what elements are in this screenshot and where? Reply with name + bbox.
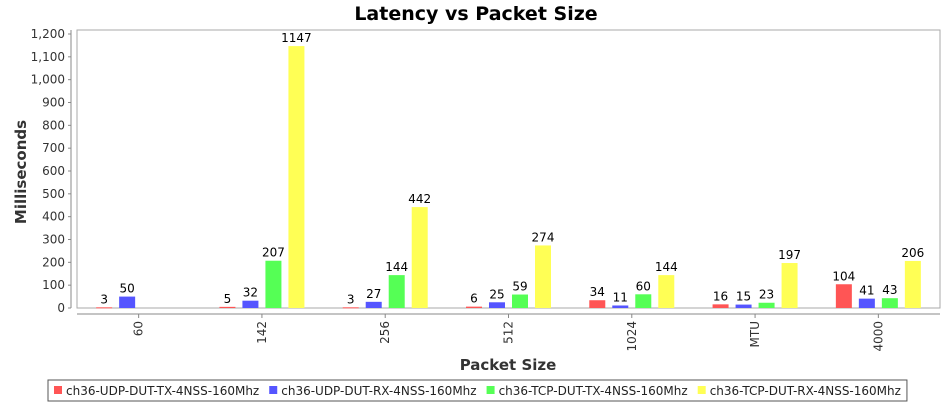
legend-item: ch36-TCP-DUT-TX-4NSS-160Mhz bbox=[486, 384, 688, 398]
data-label: 59 bbox=[512, 280, 527, 294]
data-label: 5 bbox=[224, 292, 232, 306]
data-label: 274 bbox=[532, 230, 555, 244]
x-tick-label: 142 bbox=[255, 321, 269, 344]
y-tick-label: 600 bbox=[42, 164, 65, 178]
legend-swatch bbox=[269, 386, 278, 394]
data-label: 23 bbox=[759, 288, 774, 302]
bar bbox=[512, 294, 528, 308]
data-label: 144 bbox=[655, 260, 678, 274]
bar bbox=[96, 307, 113, 309]
bar bbox=[466, 306, 482, 308]
bar bbox=[758, 302, 775, 308]
data-label: 25 bbox=[489, 287, 504, 301]
bar bbox=[781, 263, 798, 308]
data-label: 144 bbox=[385, 260, 408, 274]
data-label: 3 bbox=[100, 292, 108, 306]
y-tick-label: 1,200 bbox=[31, 27, 65, 41]
x-tick-label: MTU bbox=[748, 321, 762, 347]
data-label: 442 bbox=[408, 192, 431, 206]
data-label: 104 bbox=[832, 269, 855, 283]
y-tick-label: 100 bbox=[42, 278, 65, 292]
data-label: 43 bbox=[882, 283, 897, 297]
legend-label: ch36-UDP-DUT-TX-4NSS-160Mhz bbox=[66, 384, 259, 398]
bar bbox=[904, 260, 921, 308]
data-label: 15 bbox=[736, 290, 751, 304]
data-label: 32 bbox=[243, 286, 258, 300]
data-label: 16 bbox=[713, 289, 728, 303]
data-label: 34 bbox=[590, 285, 605, 299]
legend-item: ch36-UDP-DUT-RX-4NSS-160Mhz bbox=[269, 384, 477, 398]
bar bbox=[119, 296, 136, 308]
chart-title: Latency vs Packet Size bbox=[354, 3, 597, 25]
data-label: 1147 bbox=[281, 31, 312, 45]
bar bbox=[589, 300, 606, 308]
bar bbox=[365, 301, 382, 308]
y-tick-label: 200 bbox=[42, 255, 65, 269]
bar bbox=[635, 294, 652, 308]
bar bbox=[658, 275, 675, 308]
bar bbox=[858, 298, 875, 308]
bar bbox=[288, 46, 305, 309]
data-label: 197 bbox=[778, 248, 801, 262]
bar bbox=[735, 304, 752, 308]
data-label: 41 bbox=[859, 284, 874, 298]
y-tick-label: 700 bbox=[42, 141, 65, 155]
x-tick-label: 256 bbox=[378, 321, 392, 344]
bar bbox=[835, 284, 852, 308]
legend-label: ch36-UDP-DUT-RX-4NSS-160Mhz bbox=[281, 384, 476, 398]
legend-swatch bbox=[486, 386, 495, 394]
bar bbox=[535, 245, 551, 308]
bar bbox=[411, 207, 428, 308]
x-axis-label: Packet Size bbox=[460, 356, 557, 374]
data-label: 60 bbox=[636, 279, 651, 293]
data-label: 206 bbox=[901, 246, 924, 260]
plot-area: 0 100 200 300 400 500 600 700 800 900 1,000 1,100 1,… bbox=[31, 27, 941, 352]
x-tick-label: 1024 bbox=[625, 321, 639, 352]
legend-label: ch36-TCP-DUT-RX-4NSS-160Mhz bbox=[710, 384, 901, 398]
data-label: 27 bbox=[366, 287, 381, 301]
y-axis-label: Milliseconds bbox=[12, 120, 30, 224]
legend-item: ch36-TCP-DUT-RX-4NSS-160Mhz bbox=[697, 384, 901, 398]
legend-swatch bbox=[697, 386, 706, 394]
data-label: 50 bbox=[120, 282, 135, 296]
plot-frame bbox=[76, 29, 941, 309]
y-tick-label: 400 bbox=[42, 210, 65, 224]
bar bbox=[489, 302, 505, 308]
y-tick-label: 1,100 bbox=[31, 50, 65, 64]
legend-item: ch36-UDP-DUT-TX-4NSS-160Mhz bbox=[54, 384, 259, 398]
bar bbox=[712, 304, 729, 308]
y-tick-label: 900 bbox=[42, 96, 65, 110]
y-tick-label: 1,000 bbox=[31, 73, 65, 87]
data-label: 6 bbox=[470, 292, 478, 306]
bar bbox=[219, 306, 236, 308]
y-tick-label: 500 bbox=[42, 187, 65, 201]
bar bbox=[881, 298, 898, 308]
data-label: 3 bbox=[347, 292, 355, 306]
data-label: 207 bbox=[262, 246, 285, 260]
legend-swatch bbox=[54, 386, 62, 394]
y-tick-label: 300 bbox=[42, 233, 65, 247]
y-tick-label: 800 bbox=[42, 118, 65, 132]
x-tick-label: 60 bbox=[132, 321, 146, 336]
bar bbox=[388, 275, 405, 308]
y-tick-label: 0 bbox=[57, 301, 65, 315]
x-tick-label: 512 bbox=[502, 321, 516, 344]
bar bbox=[342, 307, 359, 309]
legend-label: ch36-TCP-DUT-TX-4NSS-160Mhz bbox=[499, 384, 688, 398]
bar bbox=[612, 305, 629, 308]
legend: ch36-UDP-DUT-TX-4NSS-160Mhz ch36-UDP-DUT-… bbox=[47, 379, 908, 402]
legend-box bbox=[47, 379, 908, 402]
data-label: 11 bbox=[613, 290, 628, 304]
bar bbox=[242, 300, 259, 308]
x-tick-label: 4000 bbox=[871, 321, 885, 352]
bar bbox=[265, 260, 282, 308]
